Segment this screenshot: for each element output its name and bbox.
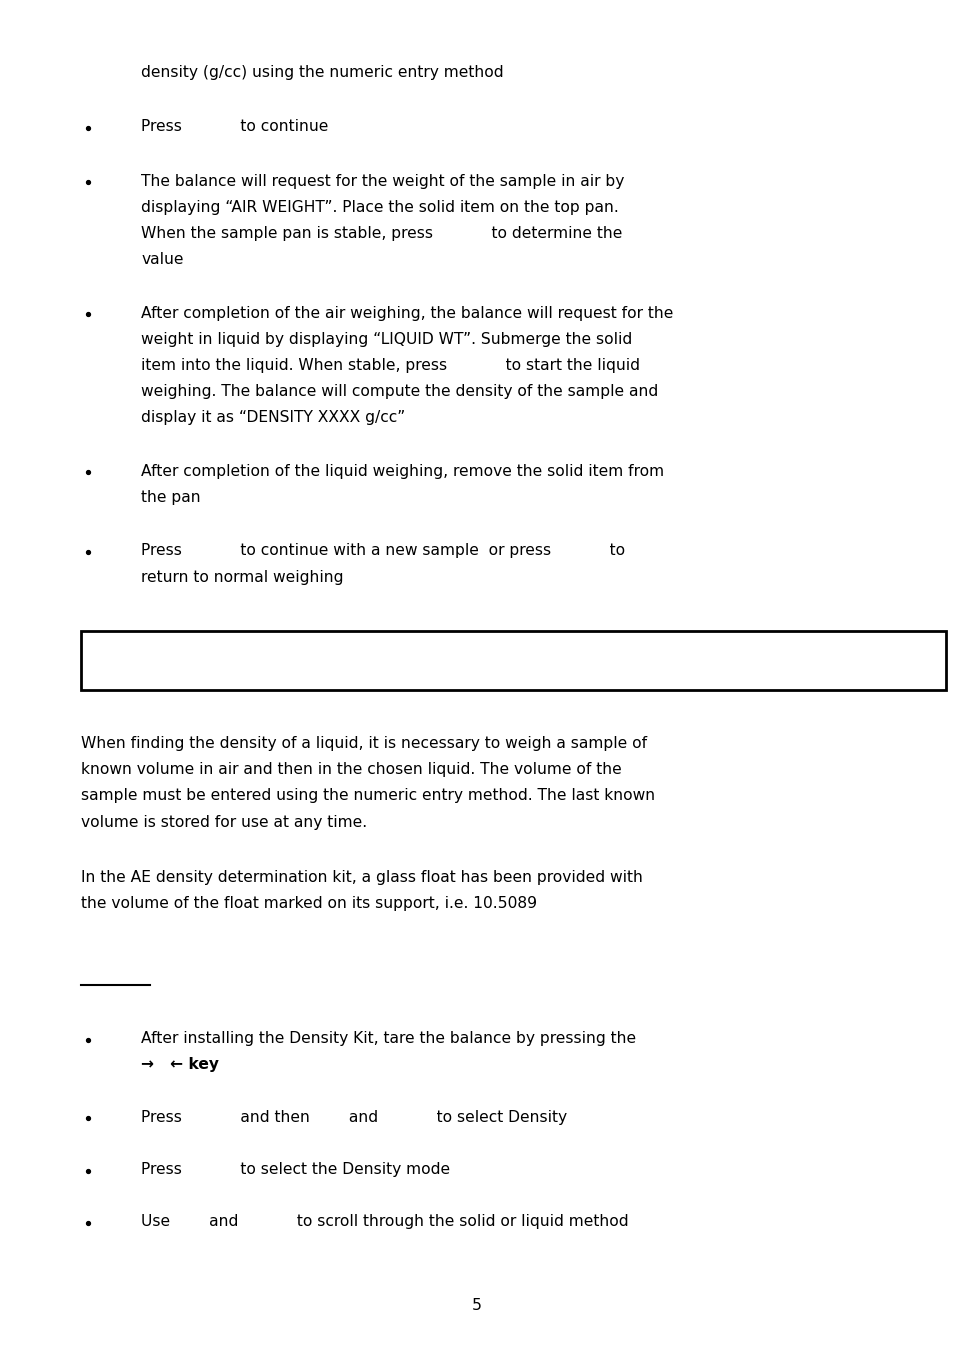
Text: Press            to select the Density mode: Press to select the Density mode	[141, 1162, 450, 1177]
Text: weighing. The balance will compute the density of the sample and: weighing. The balance will compute the d…	[141, 384, 658, 399]
Text: return to normal weighing: return to normal weighing	[141, 570, 343, 585]
Text: known volume in air and then in the chosen liquid. The volume of the: known volume in air and then in the chos…	[81, 762, 621, 777]
Text: 5: 5	[472, 1298, 481, 1313]
Text: After completion of the air weighing, the balance will request for the: After completion of the air weighing, th…	[141, 305, 673, 320]
Text: weight in liquid by displaying “LIQUID WT”. Submerge the solid: weight in liquid by displaying “LIQUID W…	[141, 332, 632, 347]
Text: the volume of the float marked on its support, i.e. 10.5089: the volume of the float marked on its su…	[81, 896, 537, 911]
Text: sample must be entered using the numeric entry method. The last known: sample must be entered using the numeric…	[81, 789, 655, 804]
Text: Use        and            to scroll through the solid or liquid method: Use and to scroll through the solid or l…	[141, 1215, 628, 1229]
Text: The balance will request for the weight of the sample in air by: The balance will request for the weight …	[141, 174, 624, 189]
Text: Press            to continue with a new sample  or press            to: Press to continue with a new sample or p…	[141, 543, 624, 558]
Text: Press            to continue: Press to continue	[141, 119, 328, 134]
Text: density (g/cc) using the numeric entry method: density (g/cc) using the numeric entry m…	[141, 65, 503, 80]
Text: value: value	[141, 253, 184, 267]
Text: Press            and then        and            to select Density: Press and then and to select Density	[141, 1109, 567, 1125]
Text: After installing the Density Kit, tare the balance by pressing the: After installing the Density Kit, tare t…	[141, 1031, 636, 1046]
Bar	[81, 631, 945, 690]
Text: displaying “AIR WEIGHT”. Place the solid item on the top pan.: displaying “AIR WEIGHT”. Place the solid…	[141, 200, 618, 215]
Text: item into the liquid. When stable, press            to start the liquid: item into the liquid. When stable, press…	[141, 358, 639, 373]
Text: the pan: the pan	[141, 490, 200, 505]
Text: display it as “DENSITY XXXX g/cc”: display it as “DENSITY XXXX g/cc”	[141, 411, 405, 426]
Text: When finding the density of a liquid, it is necessary to weigh a sample of: When finding the density of a liquid, it…	[81, 736, 646, 751]
Text: After completion of the liquid weighing, remove the solid item from: After completion of the liquid weighing,…	[141, 463, 663, 478]
Text: In the AE density determination kit, a glass float has been provided with: In the AE density determination kit, a g…	[81, 870, 642, 885]
Text: volume is stored for use at any time.: volume is stored for use at any time.	[81, 815, 367, 830]
Text: →   ← key: → ← key	[141, 1058, 219, 1073]
Text: When the sample pan is stable, press            to determine the: When the sample pan is stable, press to …	[141, 226, 622, 240]
